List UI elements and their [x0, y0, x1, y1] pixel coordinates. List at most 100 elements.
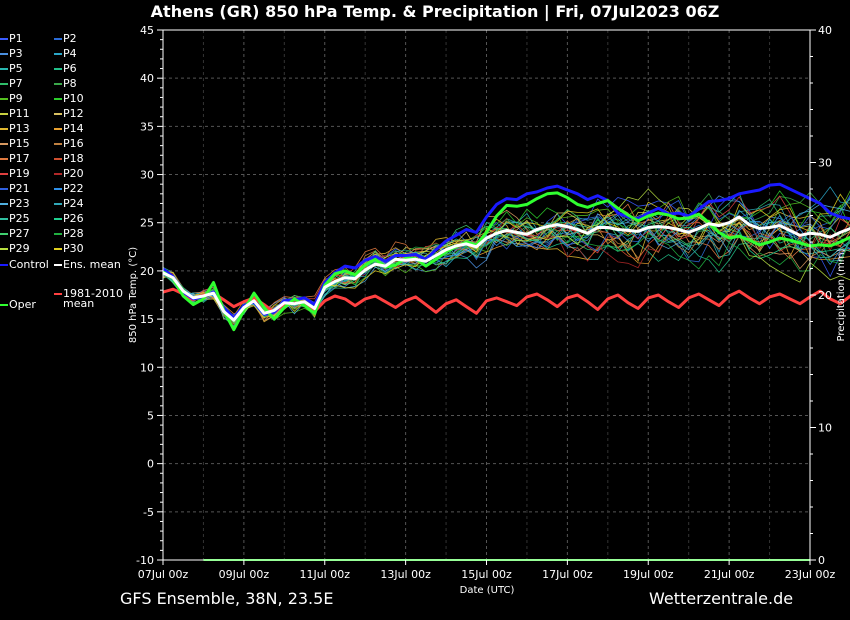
- legend-swatch: [54, 233, 62, 235]
- legend-swatch: [54, 128, 62, 130]
- legend: P1 P2 P3 P4 P5 P6 P7 P8 P9 P10 P11 P12 P13 P14 P15 P16 P…: [0, 32, 125, 322]
- legend-label: P12: [63, 107, 84, 120]
- legend-label: P1: [9, 32, 23, 45]
- legend-swatch: [0, 83, 8, 85]
- legend-label: 1981-2010: [63, 287, 123, 300]
- legend-swatch: [0, 264, 8, 266]
- legend-swatch: [0, 128, 8, 130]
- model-info: GFS Ensemble, 38N, 23.5E: [120, 589, 334, 608]
- legend-swatch: [0, 188, 8, 190]
- y-tick-label: 15: [140, 313, 154, 326]
- legend-swatch: [54, 83, 62, 85]
- x-tick-label: 15Jul 00z: [461, 568, 512, 581]
- x-tick-label: 13Jul 00z: [380, 568, 431, 581]
- y-tick-label: 30: [140, 169, 154, 182]
- legend-label: P15: [9, 137, 30, 150]
- legend-label: P18: [63, 152, 84, 165]
- y2-tick-label: 40: [818, 24, 832, 37]
- legend-label: P16: [63, 137, 84, 150]
- legend-label: P4: [63, 47, 77, 60]
- legend-label: Control: [9, 258, 49, 271]
- legend-swatch: [0, 158, 8, 160]
- legend-label: P20: [63, 167, 84, 180]
- legend-swatch: [0, 304, 8, 306]
- legend-label: Oper: [9, 298, 36, 311]
- x-tick-label: 19Jul 00z: [623, 568, 674, 581]
- series-line-ens-mean: [162, 215, 850, 322]
- y-tick-label: 35: [140, 120, 154, 133]
- x-tick-label: 07Jul 00z: [138, 568, 189, 581]
- legend-swatch: [0, 38, 8, 40]
- legend-label: P28: [63, 227, 84, 240]
- legend-swatch: [0, 203, 8, 205]
- legend-label: P29: [9, 242, 30, 255]
- legend-label: P9: [9, 92, 23, 105]
- y2-tick-label: 0: [818, 554, 825, 567]
- legend-swatch: [54, 188, 62, 190]
- legend-swatch: [54, 113, 62, 115]
- x-tick-label: 11Jul 00z: [299, 568, 350, 581]
- legend-label: P17: [9, 152, 30, 165]
- legend-swatch: [54, 158, 62, 160]
- legend-swatch: [0, 233, 8, 235]
- y-tick-label: 40: [140, 72, 154, 85]
- legend-label: P10: [63, 92, 84, 105]
- legend-swatch: [54, 264, 62, 266]
- member-line-p17: [162, 201, 850, 315]
- y2-tick-label: 30: [818, 157, 832, 170]
- legend-label: P25: [9, 212, 30, 225]
- x-tick-label: 21Jul 00z: [704, 568, 755, 581]
- legend-swatch: [0, 53, 8, 55]
- legend-label: P3: [9, 47, 23, 60]
- y-axis-title: 850 hPa Temp. (°C): [128, 247, 139, 343]
- legend-swatch: [54, 38, 62, 40]
- legend-swatch: [0, 248, 8, 250]
- legend-label: P2: [63, 32, 77, 45]
- legend-swatch: [0, 68, 8, 70]
- grid-lines: [162, 29, 811, 561]
- legend-label: P13: [9, 122, 30, 135]
- x-tick-label: 17Jul 00z: [542, 568, 593, 581]
- legend-label: P23: [9, 197, 30, 210]
- legend-label-line2: mean: [63, 297, 95, 310]
- y-tick-label: 5: [147, 409, 154, 422]
- legend-swatch: [54, 98, 62, 100]
- plot-frame: [162, 29, 811, 561]
- legend-swatch: [0, 113, 8, 115]
- y-tick-label: 10: [140, 361, 154, 374]
- x-tick-label: 23Jul 00z: [785, 568, 836, 581]
- legend-label: P11: [9, 107, 30, 120]
- legend-label: P24: [63, 197, 84, 210]
- y2-axis-title: Precipitation (mm): [836, 248, 847, 341]
- y-tick-label: 20: [140, 265, 154, 278]
- y-tick-label: -5: [143, 506, 154, 519]
- legend-swatch: [0, 218, 8, 220]
- legend-label: P8: [63, 77, 77, 90]
- y2-tick-label: 10: [818, 422, 832, 435]
- legend-label: P14: [63, 122, 84, 135]
- legend-swatch: [54, 248, 62, 250]
- legend-swatch: [54, 68, 62, 70]
- y-tick-label: 25: [140, 217, 154, 230]
- legend-label: P7: [9, 77, 23, 90]
- legend-label: P5: [9, 62, 23, 75]
- legend-swatch: [0, 143, 8, 145]
- legend-label: P27: [9, 227, 30, 240]
- legend-swatch: [54, 293, 62, 295]
- main-series-lines: [162, 182, 850, 561]
- series-line-oper: [162, 191, 850, 332]
- y-tick-label: -10: [136, 554, 154, 567]
- member-line-p23: [162, 203, 850, 323]
- y2-tick-label: 20: [818, 289, 832, 302]
- legend-label: Ens. mean: [63, 258, 121, 271]
- legend-swatch: [54, 173, 62, 175]
- legend-swatch: [0, 98, 8, 100]
- legend-label: P6: [63, 62, 77, 75]
- legend-swatch: [0, 173, 8, 175]
- member-line-p30: [162, 193, 850, 322]
- legend-swatch: [54, 143, 62, 145]
- series-line-control: [162, 182, 850, 320]
- legend-label: P30: [63, 242, 84, 255]
- chart-title: Athens (GR) 850 hPa Temp. & Precipitatio…: [150, 2, 720, 21]
